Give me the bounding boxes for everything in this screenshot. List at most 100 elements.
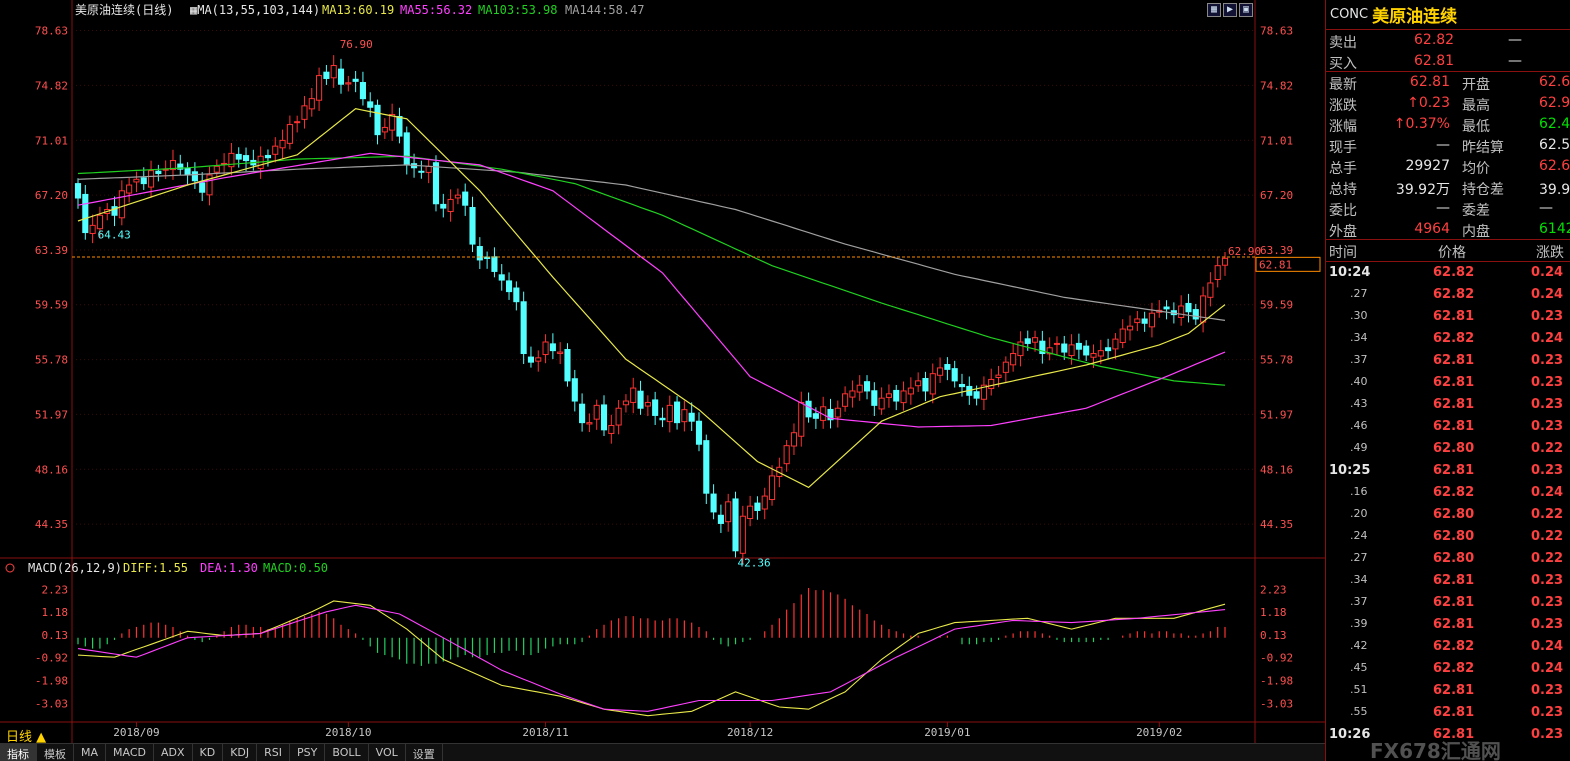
candle-body (703, 440, 710, 494)
candle-body (177, 163, 184, 170)
tick-time: .45 (1350, 661, 1368, 674)
indicator-tab-8[interactable]: PSY (290, 744, 326, 761)
candle-body (352, 78, 359, 82)
stat-value: 62.40 (1539, 116, 1570, 132)
tick-header-price: 价格 (1438, 245, 1466, 261)
tick-row: .46 62.81 0.23 (1326, 416, 1570, 438)
tick-time: .55 (1350, 705, 1368, 718)
tick-price: 62.80 (1433, 529, 1475, 544)
buy-row: 买入 62.81 — (1326, 51, 1570, 72)
tick-price: 62.80 (1433, 441, 1475, 456)
candle-body (761, 495, 768, 510)
candle-body (169, 160, 177, 171)
buy-volume: — (1508, 53, 1522, 69)
candle-body (900, 390, 907, 404)
left-low-label: 64.43 (98, 228, 131, 241)
candle-body (476, 246, 483, 261)
candle-body (316, 75, 323, 101)
candle-body (184, 167, 191, 176)
indicator-tab-0[interactable]: 指标 (0, 744, 37, 761)
candle-body (1185, 302, 1192, 313)
indicator-tab-4[interactable]: ADX (154, 744, 193, 761)
indicator-tab-10[interactable]: VOL (369, 744, 406, 761)
macd-macd: MACD:0.50 (263, 561, 328, 575)
tick-change: 0.23 (1531, 595, 1564, 610)
stat-label: 最新 (1329, 77, 1357, 93)
candle-body (1061, 343, 1068, 353)
grid-icon[interactable]: ▦ (1207, 3, 1221, 17)
candle-body (403, 132, 410, 166)
indicator-tab-7[interactable]: RSI (257, 744, 291, 761)
tick-list[interactable]: 10:24 62.82 0.24.27 62.82 0.24.30 62.81 0.23.3… (1326, 262, 1570, 746)
indicator-tab-6[interactable]: KDJ (223, 744, 258, 761)
candle-body (264, 154, 272, 159)
tick-price: 62.82 (1433, 265, 1475, 280)
candle-body (995, 374, 1002, 378)
candle-body (462, 191, 469, 206)
indicator-tab-2[interactable]: MA (74, 744, 107, 761)
candle-body (1083, 345, 1090, 356)
tick-row: .55 62.81 0.23 (1326, 702, 1570, 724)
candle-body (323, 71, 330, 79)
candle-body (432, 162, 440, 205)
tick-time: .51 (1350, 683, 1368, 696)
tick-time: .39 (1350, 617, 1368, 630)
candle-body (308, 98, 315, 110)
candle-body (1024, 338, 1031, 344)
macd-tick-left: 2.23 (42, 584, 69, 597)
candle-body (140, 177, 147, 185)
price-tick-right: 59.59 (1260, 299, 1293, 312)
stat-row: 总手 29927 均价 62.69 (1326, 156, 1570, 177)
candle-body (126, 184, 133, 194)
candle-body (542, 341, 549, 356)
candle-body (929, 373, 936, 395)
tick-change: 0.23 (1531, 353, 1564, 368)
current-price-label: 62.81 (1259, 258, 1292, 271)
kline-chart[interactable]: 78.63 78.63 74.82 74.82 71.01 71.01 67.20 67.20… (0, 0, 1325, 761)
tick-row: .27 62.82 0.24 (1326, 284, 1570, 306)
price-tick-left: 78.63 (35, 25, 68, 38)
indicator-tab-9[interactable]: BOLL (325, 744, 369, 761)
period-button[interactable]: 日线 ▲ (6, 730, 47, 745)
candle-body (600, 404, 608, 431)
play-icon[interactable]: ▶ (1223, 3, 1237, 17)
symbol-name: 美原油连续 (1372, 7, 1458, 27)
candle-body (768, 475, 776, 501)
tick-change: 0.22 (1531, 529, 1564, 544)
candle-body (337, 68, 345, 85)
tick-time: .34 (1350, 573, 1368, 586)
candle-body (754, 502, 761, 511)
price-tick-right: 67.20 (1260, 189, 1293, 202)
tick-price: 62.81 (1433, 375, 1475, 390)
macd-tick-left: -3.03 (35, 697, 68, 710)
ma103-line (77, 155, 1226, 386)
candle-body (505, 280, 513, 293)
candle-body (798, 401, 805, 437)
tick-change: 0.24 (1531, 485, 1564, 500)
tick-price: 62.81 (1433, 463, 1475, 478)
indicator-tab-1[interactable]: 模板 (37, 744, 74, 761)
candle-body (1200, 295, 1207, 323)
tick-price: 62.80 (1433, 507, 1475, 522)
stat-label: 最低 (1462, 119, 1490, 135)
tick-change: 0.23 (1531, 727, 1564, 742)
window-icon[interactable]: ▣ (1239, 3, 1253, 17)
candle-body (973, 391, 980, 399)
diff-line (77, 600, 1226, 717)
tick-change: 0.22 (1531, 551, 1564, 566)
indicator-tab-11[interactable]: 设置 (406, 744, 443, 761)
candle-body (513, 287, 520, 303)
indicator-tab-3[interactable]: MACD (106, 744, 154, 761)
candle-body (717, 514, 724, 524)
price-tick-left: 67.20 (35, 189, 68, 202)
candle-body (330, 65, 337, 79)
indicator-tab-5[interactable]: KD (193, 744, 224, 761)
candle-body (834, 407, 841, 418)
price-tick-right: 78.63 (1260, 25, 1293, 38)
candle-body (381, 126, 388, 133)
candle-body (1017, 341, 1024, 357)
candle-body (739, 515, 746, 554)
candle-body (710, 493, 717, 513)
